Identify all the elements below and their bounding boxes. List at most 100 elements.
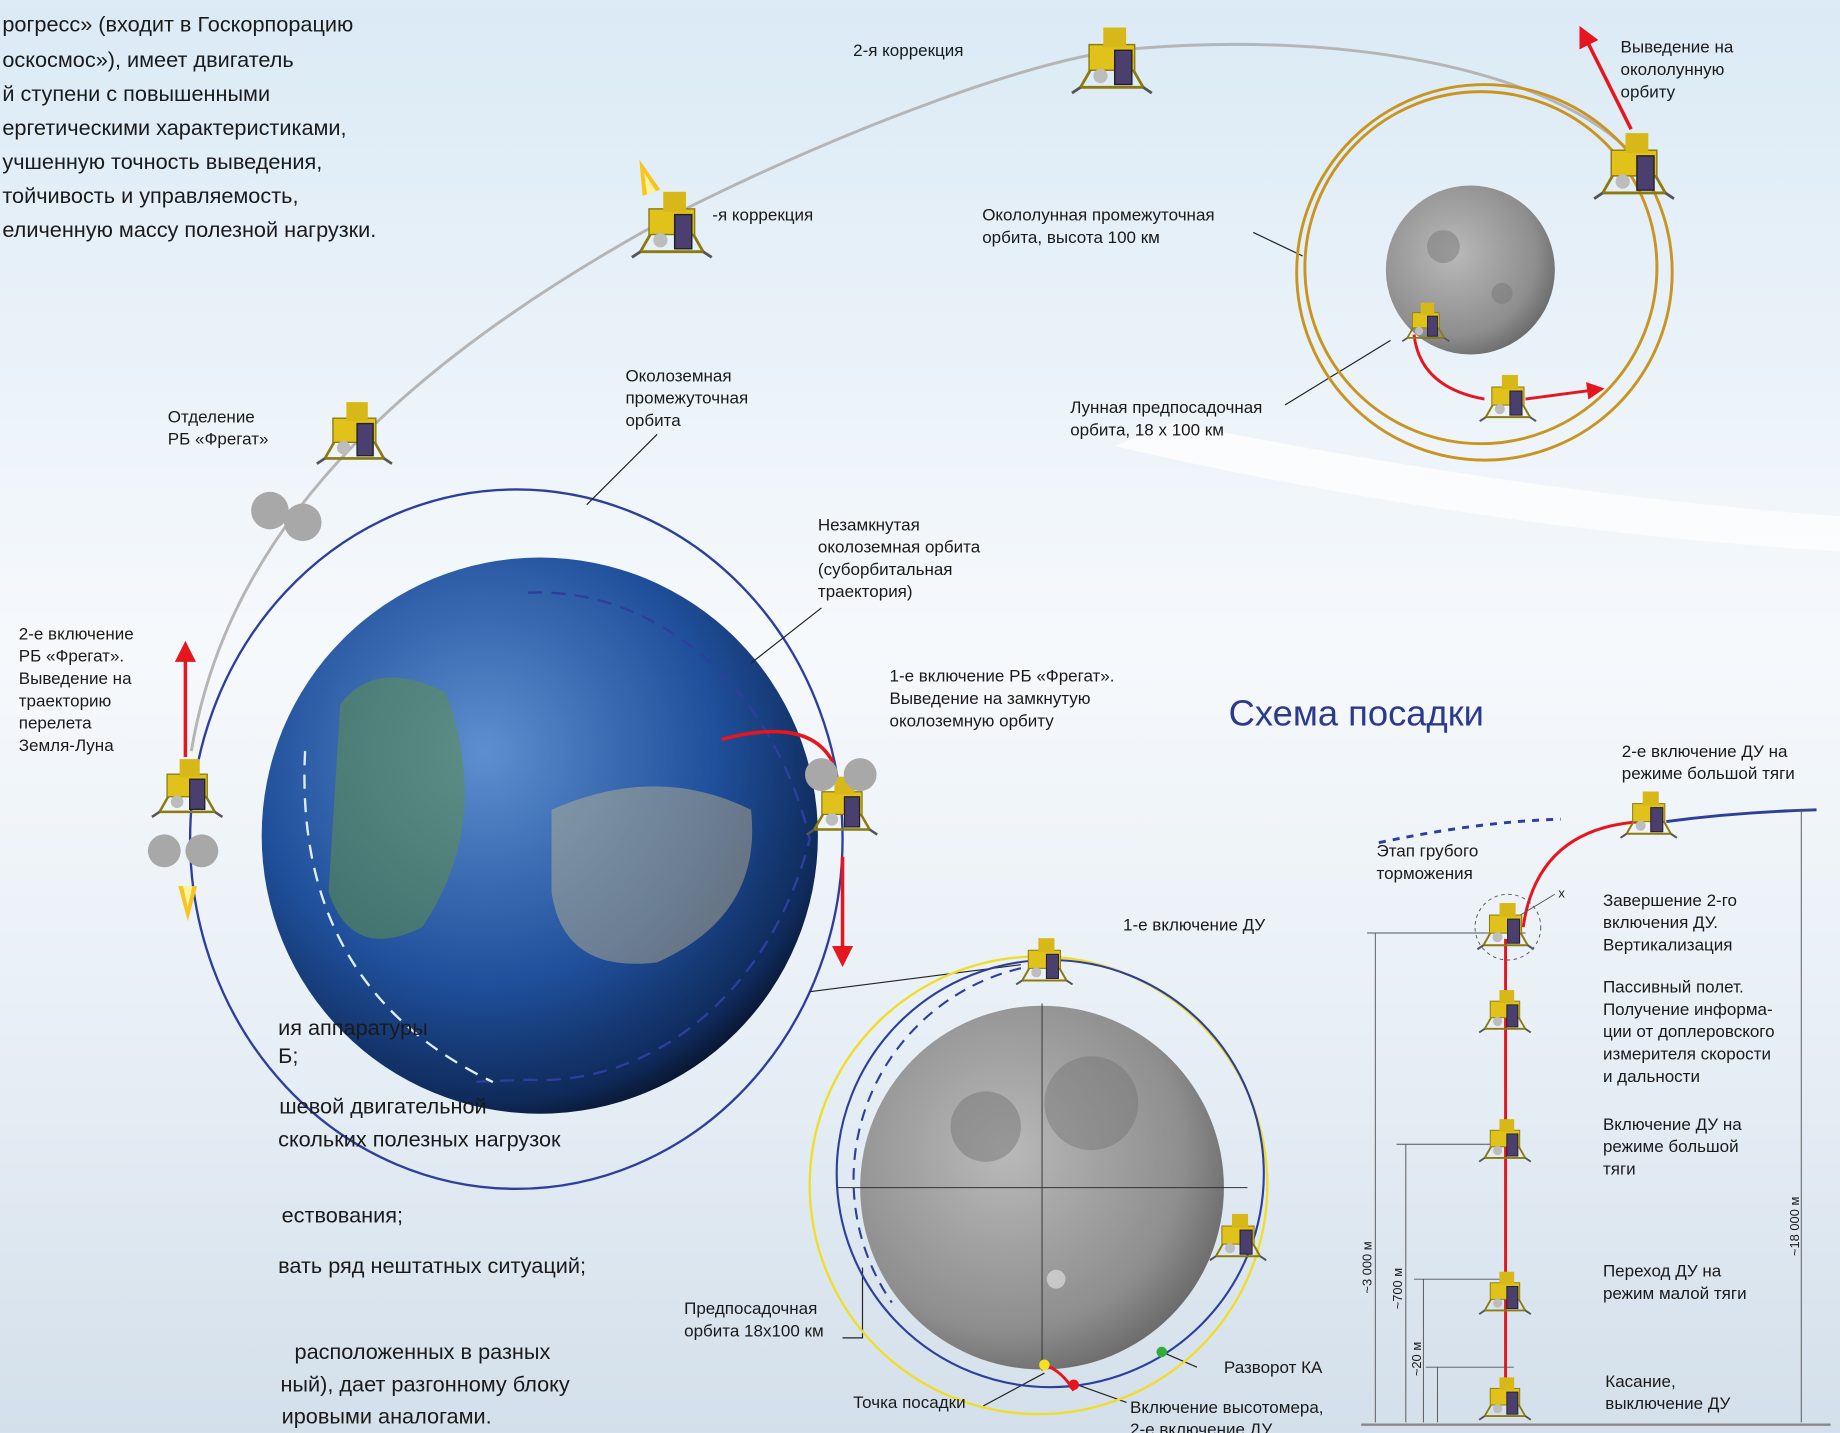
body-line: расположенных в разных bbox=[295, 1339, 551, 1364]
orbit-dashed bbox=[852, 967, 1022, 1304]
upper-stage bbox=[843, 758, 877, 792]
separated-stage bbox=[283, 503, 322, 542]
label: измерителя скорости bbox=[1603, 1045, 1771, 1064]
label: траектория) bbox=[818, 582, 913, 601]
altimeter-point bbox=[1068, 1379, 1080, 1391]
label: Околоземная bbox=[625, 366, 731, 385]
label: -я коррекция bbox=[712, 206, 813, 225]
label: орбита, высота 100 км bbox=[982, 228, 1160, 247]
label: 1-е включение ДУ bbox=[1123, 915, 1265, 934]
dimension-label: ~3 000 м bbox=[1360, 1241, 1375, 1293]
intro-line: й ступени с повышенными bbox=[2, 81, 270, 106]
earth-orbit bbox=[188, 488, 844, 1190]
label: Завершение 2-го bbox=[1603, 891, 1737, 910]
upper-stage bbox=[147, 834, 181, 868]
section-title: Схема посадки bbox=[1229, 693, 1484, 734]
suborbital-arc bbox=[469, 591, 811, 1084]
spacecraft-group bbox=[147, 26, 1676, 1262]
label: Переход ДУ на bbox=[1603, 1262, 1722, 1281]
label: ции от доплеровского bbox=[1603, 1022, 1775, 1041]
label: режиме большой тяги bbox=[1622, 764, 1795, 783]
dimension-label: ~18 000 м bbox=[1787, 1197, 1802, 1256]
intro-line: оскосмос»), имеет двигатель bbox=[2, 47, 293, 72]
label: режиме большой bbox=[1603, 1137, 1739, 1156]
body-line: скольких полезных нагрузок bbox=[278, 1126, 561, 1151]
label: орбита bbox=[625, 411, 681, 430]
label: траекторию bbox=[19, 691, 112, 710]
label: перелета bbox=[19, 714, 92, 733]
separated-stage bbox=[251, 491, 289, 530]
label: промежуточная bbox=[625, 389, 748, 408]
label: орбита, 18 х 100 км bbox=[1070, 420, 1224, 439]
dimension-label: ~700 м bbox=[1390, 1268, 1405, 1309]
label: Пассивный полет. bbox=[1603, 978, 1744, 997]
mare bbox=[1044, 1056, 1139, 1151]
label: околоземная орбита bbox=[818, 538, 981, 557]
body-line: ия аппаратуры bbox=[278, 1015, 428, 1040]
land bbox=[551, 786, 753, 964]
descent-arc bbox=[1412, 334, 1485, 401]
label: Вертикализация bbox=[1603, 935, 1733, 954]
label: торможения bbox=[1376, 864, 1472, 883]
intro-line: еличенную массу полезной нагрузки. bbox=[2, 217, 376, 242]
moon bbox=[1385, 185, 1555, 355]
lunar-orbit bbox=[1295, 83, 1674, 462]
intro-line: рогресс» (входит в Госкорпорацию bbox=[2, 12, 353, 37]
body-line: вать ряд нештатных ситуаций; bbox=[278, 1253, 586, 1278]
label: орбита 18x100 км bbox=[684, 1321, 824, 1340]
label: и дальности bbox=[1603, 1067, 1700, 1086]
label: Выведение на bbox=[1621, 38, 1734, 57]
body-line: ный), дает разгонному блоку bbox=[280, 1372, 569, 1397]
cloud bbox=[1114, 422, 1840, 552]
label: Лунная предпосадочная bbox=[1070, 398, 1262, 417]
label: (суборбитальная bbox=[818, 560, 953, 579]
burn-arc bbox=[721, 729, 835, 764]
arrow bbox=[1525, 382, 1605, 401]
label: окололунную bbox=[1621, 60, 1725, 79]
body-line: шевой двигательной bbox=[279, 1094, 486, 1119]
label: 2-е включение ДУ bbox=[1130, 1420, 1272, 1433]
crater bbox=[1491, 282, 1513, 305]
label: 2-е включение ДУ на bbox=[1622, 742, 1788, 761]
label: Выведение на bbox=[19, 669, 132, 688]
label: Выведение на замкнутую bbox=[889, 689, 1090, 708]
label: Получение информа- bbox=[1603, 1000, 1773, 1019]
label: Разворот КА bbox=[1224, 1358, 1323, 1377]
upper-stage bbox=[805, 758, 838, 792]
approach bbox=[1666, 808, 1817, 823]
label: режим малой тяги bbox=[1603, 1284, 1747, 1303]
label: тяги bbox=[1603, 1160, 1636, 1179]
label: РБ «Фрегат» bbox=[168, 430, 269, 449]
label: включения ДУ. bbox=[1603, 913, 1718, 932]
label: 2-я коррекция bbox=[853, 41, 963, 60]
suborbital-arc bbox=[303, 751, 494, 1084]
label: 2-е включение bbox=[19, 624, 134, 643]
crater bbox=[1426, 230, 1460, 263]
axis-mark: x bbox=[1558, 886, 1565, 901]
label: Окололунная промежуточная bbox=[982, 206, 1214, 225]
body-line: Б; bbox=[278, 1043, 298, 1068]
arrow bbox=[1579, 25, 1633, 130]
label: РБ «Фрегат». bbox=[19, 647, 124, 666]
upper-stage bbox=[185, 834, 219, 868]
land bbox=[328, 677, 465, 939]
label: околоземную орбиту bbox=[889, 711, 1054, 730]
label: Этап грубого bbox=[1376, 842, 1478, 861]
dimension-label: ~20 м bbox=[1409, 1342, 1424, 1376]
intro-line: учшенную точность выведения, bbox=[2, 149, 322, 174]
label: 1-е включение РБ «Фрегат». bbox=[889, 667, 1114, 686]
body-line: ировыми аналогами. bbox=[282, 1403, 492, 1428]
lunar-orbit bbox=[1303, 90, 1659, 446]
body-line: ествования; bbox=[282, 1203, 403, 1228]
label: Земля-Луна bbox=[19, 736, 114, 755]
label: выключение ДУ bbox=[1605, 1394, 1730, 1413]
dimension-lines bbox=[1361, 809, 1831, 1426]
turn-point bbox=[1156, 1346, 1168, 1358]
label: Касание, bbox=[1605, 1372, 1675, 1391]
mare bbox=[950, 1091, 1021, 1162]
label: Отделение bbox=[168, 407, 255, 426]
crater bbox=[1046, 1269, 1066, 1289]
label: Включение ДУ на bbox=[1603, 1115, 1742, 1134]
label: орбиту bbox=[1621, 82, 1676, 101]
